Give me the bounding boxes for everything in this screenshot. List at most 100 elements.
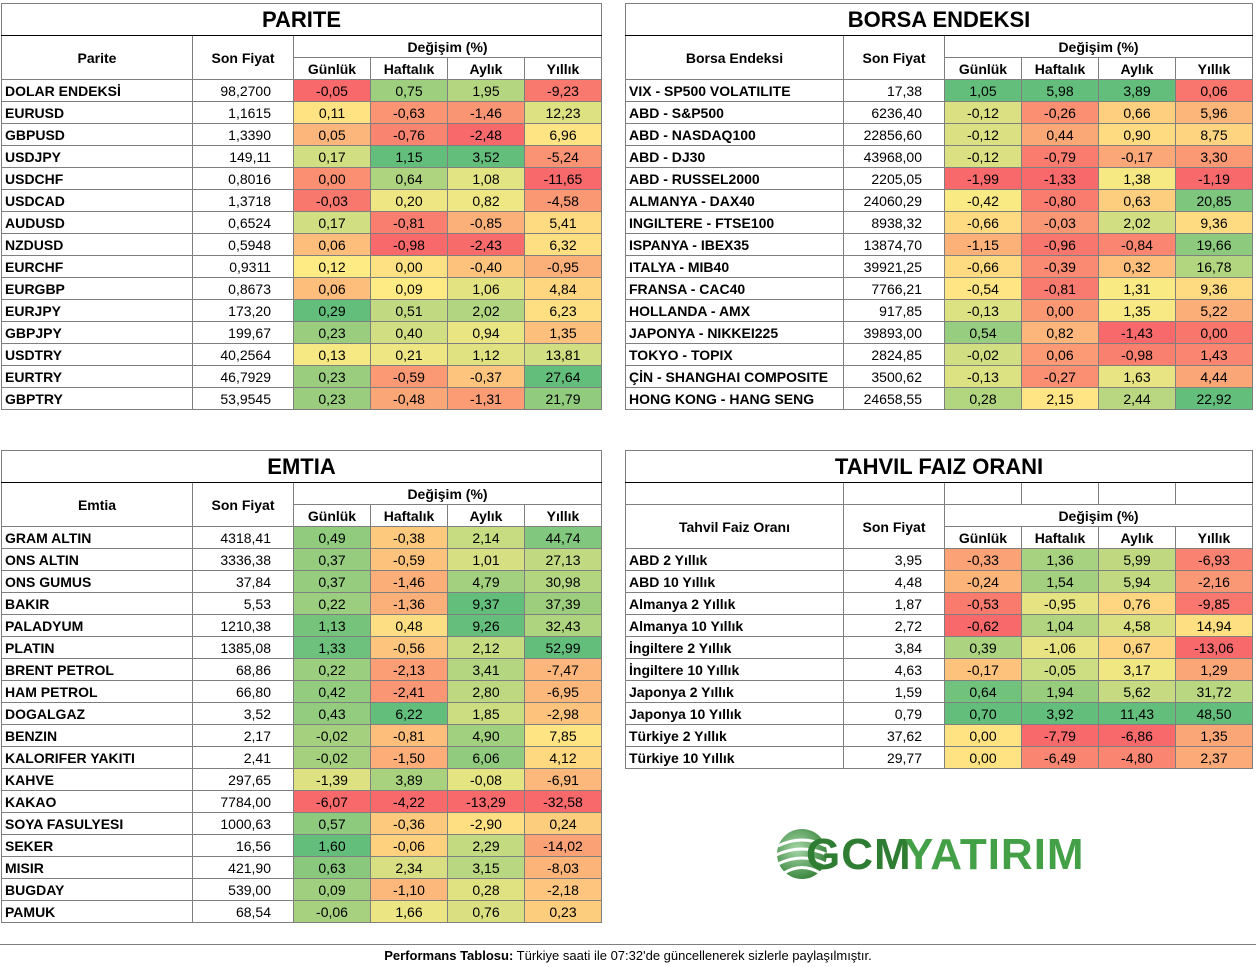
borsa-row-name: HONG KONG - HANG SENG [625, 387, 844, 410]
borsa-row-change-weekly: 0,82 [1021, 321, 1099, 344]
tahvil-row-change-daily: -0,33 [944, 548, 1022, 571]
tahvil-col-daily: Günlük [944, 526, 1022, 549]
emtia-row: SEKER 16,56 1,60 -0,06 2,29 -14,02 [1, 834, 602, 857]
tahvil-row-name: ABD 10 Yıllık [625, 570, 844, 593]
emtia-col-monthly: Aylık [447, 504, 525, 527]
parite-row-name: GBPJPY [1, 321, 193, 344]
emtia-row-change-yearly: -14,02 [524, 834, 602, 857]
parite-row-change-monthly: -1,31 [447, 387, 525, 410]
tahvil-row-change-monthly: 11,43 [1098, 702, 1176, 725]
emtia-row-name: SOYA FASULYESI [1, 812, 193, 835]
emtia-row-change-yearly: 30,98 [524, 570, 602, 593]
emtia-row-change-daily: 0,57 [293, 812, 371, 835]
borsa-row-change-monthly: 0,32 [1098, 255, 1176, 278]
tahvil-row: Japonya 2 Yıllık 1,59 0,64 1,94 5,62 31,72 [625, 680, 1253, 703]
emtia-row-change-monthly: 0,76 [447, 900, 525, 923]
parite-row-change-daily: 0,23 [293, 387, 371, 410]
borsa-row-change-monthly: 0,90 [1098, 123, 1176, 146]
parite-row-change-daily: 0,17 [293, 145, 371, 168]
parite-row-name: USDJPY [1, 145, 193, 168]
borsa-row-change-weekly: -0,80 [1021, 189, 1099, 212]
borsa-row-change-daily: -0,12 [944, 101, 1022, 124]
tahvil-col-change: Değişim (%) [944, 504, 1253, 527]
emtia-row-change-yearly: -32,58 [524, 790, 602, 813]
borsa-row-change-monthly: 1,35 [1098, 299, 1176, 322]
parite-row-price: 0,8016 [192, 167, 294, 190]
parite-row-change-weekly: 0,09 [370, 277, 448, 300]
parite-row-name: GBPTRY [1, 387, 193, 410]
borsa-row-change-daily: -1,15 [944, 233, 1022, 256]
emtia-row-change-daily: -0,02 [293, 746, 371, 769]
emtia-row-price: 1000,63 [192, 812, 294, 835]
parite-row: DOLAR ENDEKSİ 98,2700 -0,05 0,75 1,95 -9,23 [1, 79, 602, 102]
emtia-row-change-monthly: 6,06 [447, 746, 525, 769]
emtia-row-change-weekly: -0,59 [370, 548, 448, 571]
emtia-row-price: 7784,00 [192, 790, 294, 813]
emtia-row: DOGALGAZ 3,52 0,43 6,22 1,85 -2,98 [1, 702, 602, 725]
borsa-row-change-weekly: -1,33 [1021, 167, 1099, 190]
parite-row-change-weekly: -0,63 [370, 101, 448, 124]
borsa-row: ABD - DJ30 43968,00 -0,12 -0,79 -0,17 3,30 [625, 145, 1253, 168]
emtia-row-name: PAMUK [1, 900, 193, 923]
borsa-row-change-monthly: 1,31 [1098, 277, 1176, 300]
parite-row-change-weekly: 0,00 [370, 255, 448, 278]
emtia-row-change-weekly: 0,48 [370, 614, 448, 637]
emtia-table: EMTIA Emtia Son Fiyat Değişim (%) Günlük… [1, 450, 602, 923]
borsa-row-change-daily: -0,54 [944, 277, 1022, 300]
emtia-row-name: BRENT PETROL [1, 658, 193, 681]
emtia-row-change-yearly: -7,47 [524, 658, 602, 681]
parite-col-name: Parite [1, 35, 193, 80]
borsa-row-price: 39921,25 [843, 255, 945, 278]
emtia-row-change-monthly: 2,12 [447, 636, 525, 659]
emtia-row-change-daily: -1,39 [293, 768, 371, 791]
borsa-row-change-yearly: 19,66 [1175, 233, 1253, 256]
borsa-row-change-daily: -0,66 [944, 211, 1022, 234]
parite-row: NZDUSD 0,5948 0,06 -0,98 -2,43 6,32 [1, 233, 602, 256]
parite-row-change-monthly: 2,02 [447, 299, 525, 322]
parite-row-change-weekly: 0,64 [370, 167, 448, 190]
tahvil-row-change-monthly: 5,94 [1098, 570, 1176, 593]
tahvil-row: İngiltere 2 Yıllık 3,84 0,39 -1,06 0,67 -13,0… [625, 636, 1253, 659]
emtia-body: GRAM ALTIN 4318,41 0,49 -0,38 2,14 44,74 ONS A… [1, 526, 602, 923]
emtia-row: KAHVE 297,65 -1,39 3,89 -0,08 -6,91 [1, 768, 602, 791]
borsa-row: INGILTERE - FTSE100 8938,32 -0,66 -0,03 2,02… [625, 211, 1253, 234]
tahvil-row-change-monthly: 4,58 [1098, 614, 1176, 637]
parite-row-change-monthly: 1,08 [447, 167, 525, 190]
borsa-row: ITALYA - MIB40 39921,25 -0,66 -0,39 0,32 16,7… [625, 255, 1253, 278]
parite-row-change-yearly: -5,24 [524, 145, 602, 168]
emtia-row-change-monthly: 9,37 [447, 592, 525, 615]
emtia-row-change-monthly: 0,28 [447, 878, 525, 901]
tahvil-row-change-daily: 0,64 [944, 680, 1022, 703]
parite-row-change-monthly: 1,06 [447, 277, 525, 300]
emtia-row: MISIR 421,90 0,63 2,34 3,15 -8,03 [1, 856, 602, 879]
tahvil-row-change-daily: -0,17 [944, 658, 1022, 681]
borsa-row-change-monthly: 0,66 [1098, 101, 1176, 124]
tahvil-row: Almanya 2 Yıllık 1,87 -0,53 -0,95 0,76 -9,85 [625, 592, 1253, 615]
emtia-row-change-yearly: -8,03 [524, 856, 602, 879]
parite-col-price: Son Fiyat [192, 35, 294, 80]
borsa-row-change-yearly: 0,00 [1175, 321, 1253, 344]
emtia-col-daily: Günlük [293, 504, 371, 527]
borsa-row-change-weekly: -0,26 [1021, 101, 1099, 124]
borsa-col-weekly: Haftalık [1021, 57, 1099, 80]
parite-row-change-yearly: 4,84 [524, 277, 602, 300]
borsa-row-change-daily: 0,28 [944, 387, 1022, 410]
parite-row-change-weekly: 0,20 [370, 189, 448, 212]
emtia-row: SOYA FASULYESI 1000,63 0,57 -0,36 -2,90 0,24 [1, 812, 602, 835]
tahvil-body: ABD 2 Yıllık 3,95 -0,33 1,36 5,99 -6,93 ABD 10… [625, 548, 1253, 769]
tahvil-title: TAHVIL FAIZ ORANI [625, 450, 1253, 483]
parite-row-change-weekly: 0,51 [370, 299, 448, 322]
emtia-row-name: SEKER [1, 834, 193, 857]
tahvil-row-change-daily: -0,53 [944, 592, 1022, 615]
emtia-row-price: 37,84 [192, 570, 294, 593]
borsa-row-change-daily: -0,13 [944, 365, 1022, 388]
borsa-row-change-yearly: 20,85 [1175, 189, 1253, 212]
borsa-row-price: 43968,00 [843, 145, 945, 168]
borsa-row-change-yearly: 8,75 [1175, 123, 1253, 146]
emtia-row-change-daily: 0,22 [293, 592, 371, 615]
parite-row-change-monthly: -2,48 [447, 123, 525, 146]
tahvil-blank-cell [625, 482, 844, 505]
gcm-yatirim-logo: GCM YATIRIM [772, 824, 1092, 888]
emtia-row-change-yearly: 52,99 [524, 636, 602, 659]
tahvil-row-change-yearly: -6,93 [1175, 548, 1253, 571]
